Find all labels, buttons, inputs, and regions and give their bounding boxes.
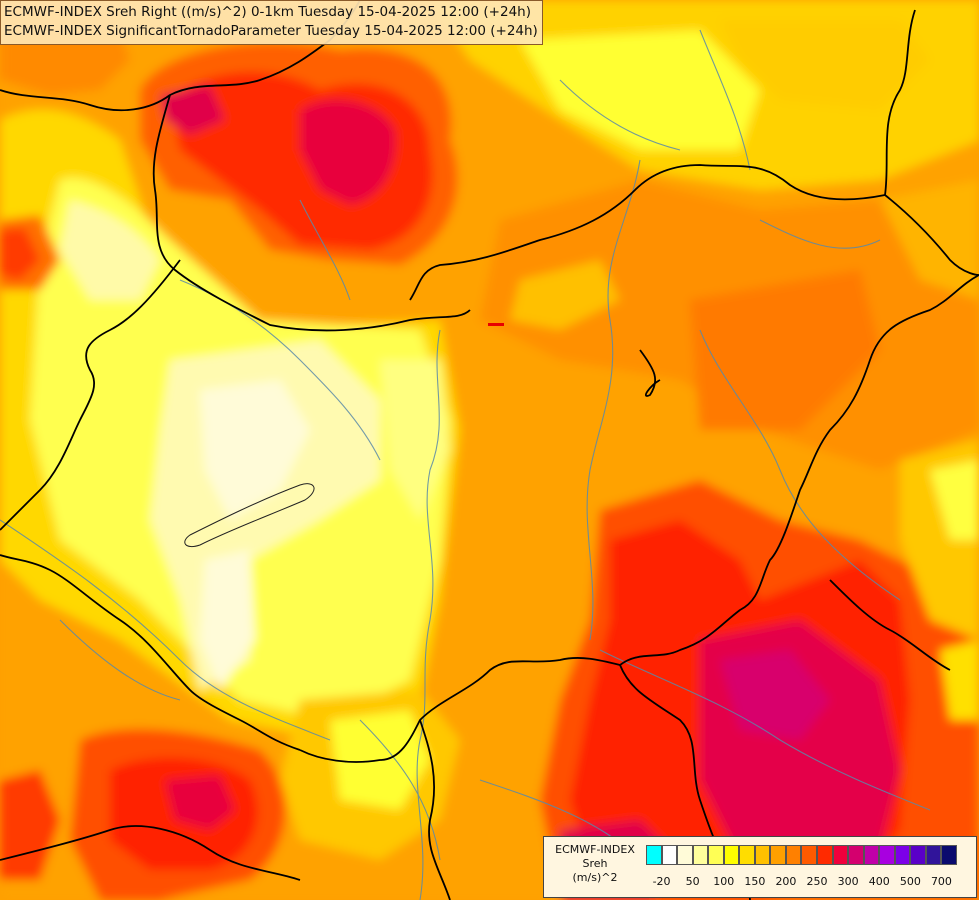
legend-tick-label: 50 [685, 875, 700, 888]
legend-title: ECMWF-INDEX Sreh (m/s)^2 [546, 843, 644, 885]
legend-swatch [801, 845, 818, 865]
legend-tick-label: 500 [899, 875, 921, 888]
legend-swatch [692, 845, 709, 865]
map-title-line-1: ECMWF-INDEX Sreh Right ((m/s)^2) 0-1km T… [4, 4, 531, 20]
legend-swatch [848, 845, 864, 865]
legend-title-line-3: (m/s)^2 [572, 871, 618, 884]
legend-tick-label: 150 [744, 875, 766, 888]
legend-swatch [879, 845, 895, 865]
legend-swatch [661, 845, 678, 865]
map-title-line-2: ECMWF-INDEX SignificantTornadoParameter … [4, 23, 538, 39]
map-title-box: ECMWF-INDEX Sreh Right ((m/s)^2) 0-1km T… [0, 0, 543, 45]
legend-tick-label: -20 [652, 875, 671, 888]
legend-swatch [832, 845, 849, 865]
legend-tick-label: 200 [775, 875, 797, 888]
field-marker [488, 323, 504, 326]
lake-outline [184, 483, 315, 548]
legend-tick-label: 100 [713, 875, 735, 888]
rivers [0, 29, 931, 900]
legend-swatch [817, 845, 833, 865]
legend-tick-label: 250 [806, 875, 828, 888]
legend-swatch [863, 845, 880, 865]
legend-swatch [708, 845, 724, 865]
legend-swatch [925, 845, 942, 865]
legend-tick-labels: -20 50 100 150 200 250 300 400 500 700 [646, 875, 971, 891]
legend-title-line-1: ECMWF-INDEX [555, 843, 635, 856]
legend-swatch [770, 845, 786, 865]
legend-title-line-2: Sreh [582, 857, 608, 870]
legend-color-bar [646, 845, 957, 865]
legend-swatch [646, 845, 662, 865]
color-legend: ECMWF-INDEX Sreh (m/s)^2 -20 50 100 150 200 2… [543, 836, 977, 898]
legend-swatch [785, 845, 802, 865]
legend-swatch [941, 845, 957, 865]
legend-tick-label: 700 [930, 875, 952, 888]
legend-swatch [739, 845, 755, 865]
legend-swatch [754, 845, 771, 865]
legend-swatch [910, 845, 926, 865]
legend-swatch [677, 845, 693, 865]
legend-swatch [894, 845, 911, 865]
legend-tick-label: 400 [868, 875, 890, 888]
legend-swatch [723, 845, 740, 865]
legend-tick-label: 300 [837, 875, 859, 888]
